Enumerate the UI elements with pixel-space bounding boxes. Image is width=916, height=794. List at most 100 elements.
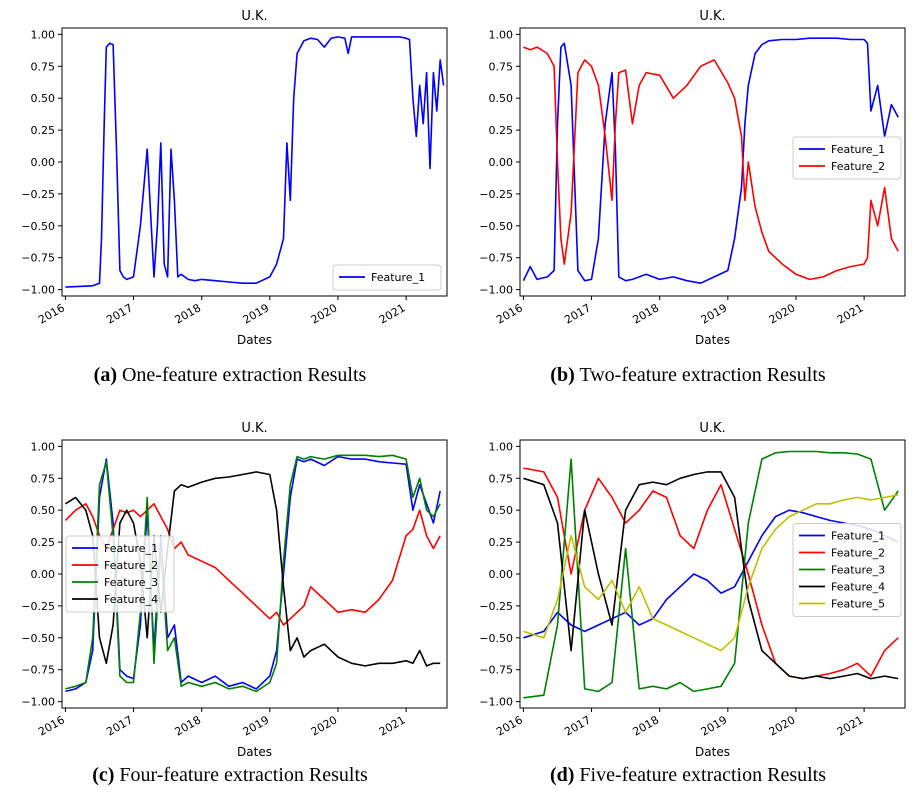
x-tick-label: 2016 [36, 713, 67, 738]
x-tick-label: 2016 [36, 301, 67, 326]
x-tick-label: 2018 [630, 713, 661, 738]
y-tick-label: 0.50 [489, 92, 514, 105]
x-tick-label: 2019 [699, 301, 730, 326]
y-tick-label: 0.00 [31, 156, 56, 169]
chart-d: U.K. −1.00 −0.75 −0.50 −0.25 0.00 0.25 0.50 0.75… [479, 421, 906, 759]
x-tick-label: 2019 [241, 301, 272, 326]
y-tick-label: 1.00 [31, 28, 56, 41]
y-tick-label: −0.50 [479, 220, 513, 233]
chart-panel-b: U.K. −1.00 −0.75 −0.50 −0.25 0.00 0.25 0.50 0.75… [458, 0, 916, 354]
y-tick-label: 0.50 [489, 504, 514, 517]
series-line-feature-2 [523, 467, 899, 680]
chart-a: U.K. −1.00 −0.75 −0.50 −0.25 0.00 0.25 0.50 0.75… [21, 9, 448, 347]
legend-label: Feature_4 [104, 593, 158, 606]
y-tick-label: −0.75 [21, 664, 55, 677]
x-axis-label: Dates [695, 745, 730, 759]
x-tick-label: 2021 [377, 301, 408, 326]
y-tick-label: 0.00 [31, 568, 56, 581]
y-tick-label: 1.00 [489, 28, 514, 41]
y-tick-label: −0.75 [479, 664, 513, 677]
x-tick-label: 2017 [104, 301, 135, 326]
legend-label: Feature_3 [104, 576, 158, 589]
y-tick-label: 0.25 [31, 124, 56, 137]
x-tick-label: 2018 [172, 301, 203, 326]
caption-b-letter: (b) [550, 364, 575, 386]
y-tick-label: −1.00 [479, 284, 513, 297]
caption-d-letter: (d) [549, 764, 575, 786]
series-line-feature-2 [64, 503, 441, 626]
x-tick-label: 2019 [699, 713, 730, 738]
y-tick-label: 1.00 [31, 440, 56, 453]
chart-title: U.K. [699, 9, 725, 24]
x-axis-label: Dates [237, 333, 272, 347]
chart-title: U.K. [699, 421, 725, 436]
series-line-feature-3 [65, 454, 441, 693]
caption-b-text: Two-feature extraction Results [579, 364, 826, 386]
x-tick-label: 2018 [630, 301, 661, 326]
y-tick-label: −1.00 [21, 284, 55, 297]
caption-d: (d) Five-feature extraction Results [498, 764, 878, 787]
y-tick-label: −0.50 [21, 220, 55, 233]
legend-label: Feature_5 [831, 598, 885, 611]
x-axis-label: Dates [695, 333, 730, 347]
legend-label: Feature_1 [831, 143, 885, 156]
y-tick-label: 0.25 [489, 536, 514, 549]
y-tick-label: 0.25 [489, 124, 514, 137]
x-tick-label: 2017 [562, 301, 593, 326]
y-tick-label: −1.00 [479, 696, 513, 709]
series-line-feature-5 [523, 494, 899, 652]
legend-label: Feature_3 [831, 564, 885, 577]
x-tick-label: 2018 [172, 713, 203, 738]
series-line-feature-4 [523, 471, 899, 680]
x-tick-label: 2021 [377, 713, 408, 738]
caption-d-text: Five-feature extraction Results [579, 764, 827, 786]
y-tick-label: 0.00 [489, 156, 514, 169]
x-tick-label: 2020 [309, 301, 340, 326]
x-tick-label: 2020 [767, 713, 798, 738]
y-tick-label: 0.75 [489, 472, 514, 485]
caption-a-letter: (a) [93, 364, 117, 386]
y-tick-label: 0.25 [31, 536, 56, 549]
series-line-feature-3 [523, 450, 899, 699]
x-tick-label: 2020 [767, 301, 798, 326]
chart-c: U.K. −1.00 −0.75 −0.50 −0.25 0.00 0.25 0.50 0.75… [21, 421, 448, 759]
y-tick-label: −0.50 [479, 632, 513, 645]
y-tick-label: 0.75 [31, 472, 56, 485]
legend: Feature_1 Feature_2 [792, 136, 902, 180]
x-tick-label: 2016 [494, 301, 525, 326]
y-tick-label: 0.50 [31, 504, 56, 517]
y-tick-label: −1.00 [21, 696, 55, 709]
series-line-feature-2 [523, 46, 899, 281]
x-tick-label: 2019 [241, 713, 272, 738]
legend-label: Feature_1 [104, 542, 158, 555]
y-tick-label: 0.75 [31, 60, 56, 73]
caption-c-letter: (c) [92, 764, 115, 786]
y-tick-label: −0.75 [479, 252, 513, 265]
legend-label: Feature_1 [831, 530, 885, 543]
legend-label: Feature_2 [831, 160, 885, 173]
x-tick-label: 2017 [104, 713, 135, 738]
chart-title: U.K. [241, 9, 267, 24]
y-tick-label: 0.75 [489, 60, 514, 73]
legend-label: Feature_4 [831, 581, 885, 594]
series-line-feature-1 [523, 509, 899, 639]
x-tick-label: 2021 [835, 301, 866, 326]
legend: Feature_1 Feature_2 Feature_3 Feature_4 Feat… [792, 523, 902, 617]
y-tick-label: 1.00 [489, 440, 514, 453]
y-tick-label: −0.25 [479, 600, 513, 613]
x-axis-label: Dates [237, 745, 272, 759]
y-tick-label: −0.25 [21, 188, 55, 201]
x-tick-label: 2017 [562, 713, 593, 738]
x-tick-label: 2016 [494, 713, 525, 738]
y-tick-label: −0.75 [21, 252, 55, 265]
y-tick-label: −0.25 [479, 188, 513, 201]
caption-a-text: One-feature extraction Results [121, 364, 367, 386]
y-tick-label: 0.00 [489, 568, 514, 581]
legend-label: Feature_1 [371, 271, 425, 284]
chart-title: U.K. [241, 421, 267, 436]
chart-panel-a: U.K. −1.00 −0.75 −0.50 −0.25 0.00 0.25 0.50 0.75… [0, 0, 458, 354]
series-line-feature-1 [65, 36, 445, 288]
legend: Feature_1 Feature_2 Feature_3 Feature_4 [65, 535, 175, 613]
chart-panel-c: U.K. −1.00 −0.75 −0.50 −0.25 0.00 0.25 0.50 0.75… [0, 412, 458, 766]
chart-b: U.K. −1.00 −0.75 −0.50 −0.25 0.00 0.25 0.50 0.75… [479, 9, 906, 347]
